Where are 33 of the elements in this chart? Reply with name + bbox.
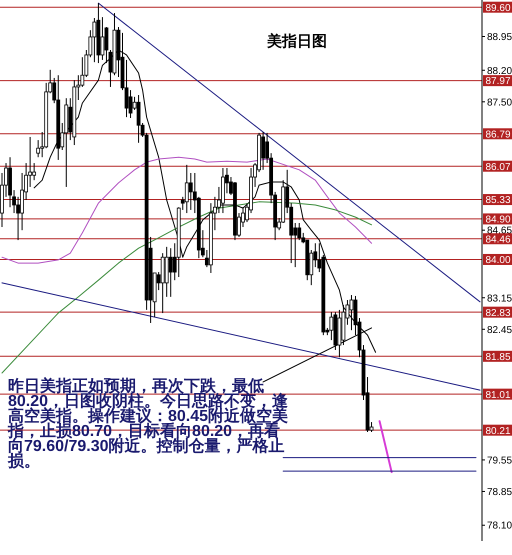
ref-line-label: 86.07 bbox=[486, 162, 511, 173]
candlestick bbox=[184, 164, 189, 214]
ref-line-label: 84.46 bbox=[486, 234, 511, 246]
candlestick bbox=[261, 131, 265, 170]
y-tick-label: 78.85 bbox=[487, 486, 512, 498]
y-tick-label: 88.20 bbox=[487, 66, 512, 77]
candlestick bbox=[168, 248, 173, 298]
candlestick bbox=[100, 16, 104, 60]
text: 美指日图 bbox=[266, 32, 327, 50]
ref-line-label: 82.83 bbox=[486, 308, 511, 319]
ref-line-label: 84.00 bbox=[486, 255, 511, 266]
line-series bbox=[2, 201, 372, 374]
ref-line-label: 85.33 bbox=[486, 195, 511, 206]
candlestick bbox=[136, 94, 140, 144]
y-tick-label: 78.10 bbox=[487, 520, 512, 532]
candlestick bbox=[297, 222, 302, 241]
candlestick bbox=[92, 18, 96, 63]
y-tick-label: 82.45 bbox=[487, 324, 512, 336]
ref-line-label: 87.97 bbox=[486, 76, 511, 88]
ref-line-label: 89.60 bbox=[486, 2, 511, 14]
ref-line-label: 84.90 bbox=[486, 214, 511, 226]
y-tick-label: 87.50 bbox=[487, 97, 512, 108]
candlestick bbox=[32, 162, 36, 181]
candlestick bbox=[350, 294, 354, 331]
ref-line-label: 81.85 bbox=[486, 352, 511, 363]
y-tick-label: 84.65 bbox=[487, 226, 512, 237]
candlestick bbox=[188, 172, 193, 210]
ref-line-label: 86.79 bbox=[486, 129, 511, 140]
ref-line-label: 81.01 bbox=[486, 390, 511, 401]
ref-line-label: 80.21 bbox=[486, 426, 511, 437]
y-tick-label: 88.95 bbox=[487, 32, 512, 43]
y-tick-label: 79.55 bbox=[487, 455, 512, 466]
y-tick-label: 83.15 bbox=[487, 293, 512, 304]
